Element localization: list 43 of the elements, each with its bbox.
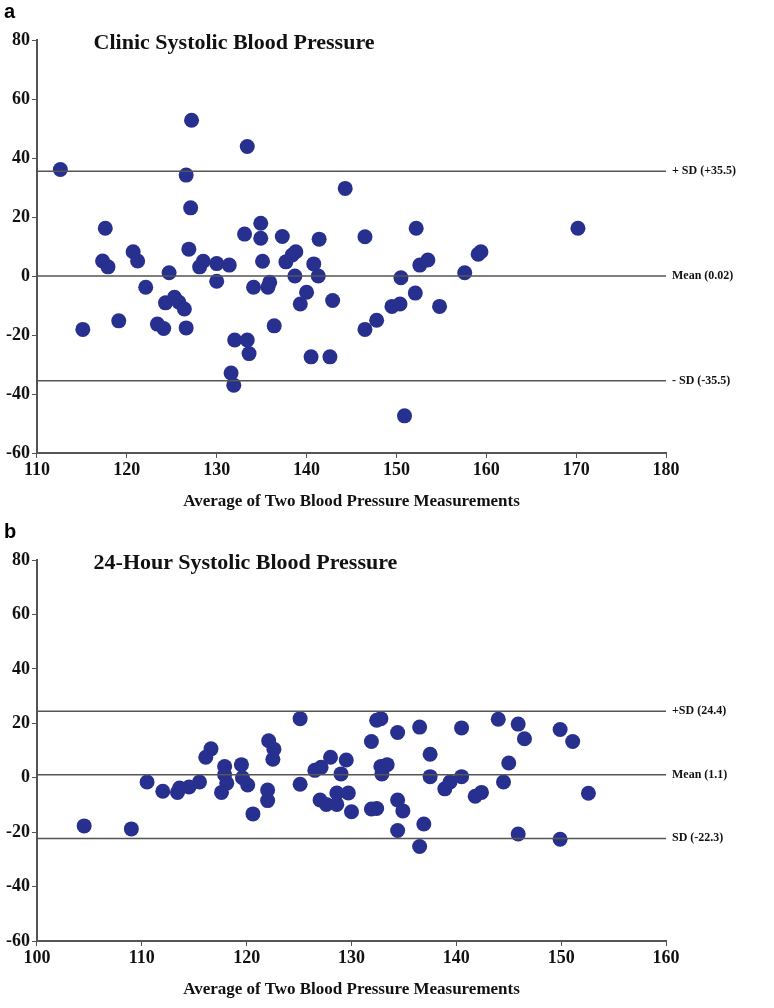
x-tick-label: 140 [293, 459, 321, 480]
text: a [4, 0, 16, 23]
x-tick-label: 120 [113, 459, 141, 480]
y-tick-label: -40 [5, 875, 30, 896]
x-tick-label: 170 [562, 459, 590, 480]
y-tick-label: 60 [11, 603, 30, 624]
y-tick-label: 20 [11, 711, 30, 732]
chart-title: Clinic Systolic Blood Pressure [93, 28, 375, 54]
x-tick-label: 100 [23, 947, 51, 968]
text: b [4, 520, 17, 543]
x-tick-label: 150 [382, 459, 410, 480]
y-tick-label: 40 [11, 146, 30, 167]
y-tick-label: 80 [11, 548, 30, 569]
y-tick-label: -20 [5, 820, 30, 841]
y-tick-label: -60 [5, 441, 30, 462]
y-tick-label: 60 [11, 87, 30, 108]
x-tick-label: 110 [23, 459, 50, 480]
x-axis-title: Average of Two Blood Pressure Measurements [183, 491, 521, 511]
ref-line-label: Mean (1.1) [672, 766, 728, 781]
x-tick-label: 160 [652, 947, 680, 968]
ref-line-label: +SD (24.4) [672, 703, 727, 718]
y-tick-label: -40 [5, 382, 30, 403]
ref-line-label: + SD (+35.5) [672, 163, 737, 178]
ref-line-label: Mean (0.02) [672, 268, 734, 283]
y-tick-label: 40 [11, 657, 30, 678]
x-tick-label: 140 [442, 947, 470, 968]
x-tick-label: 130 [203, 459, 231, 480]
x-tick-label: 150 [547, 947, 575, 968]
y-tick-label: 80 [11, 28, 30, 49]
y-tick-label: -20 [5, 323, 30, 344]
y-tick-label: -60 [5, 929, 30, 950]
ref-line-label: - SD (-35.5) [672, 372, 731, 387]
y-tick-label: 0 [20, 264, 30, 285]
x-tick-label: 110 [128, 947, 155, 968]
ref-line-label: SD (-22.3) [672, 830, 724, 845]
y-tick-label: 0 [20, 766, 30, 787]
x-tick-label: 180 [652, 459, 680, 480]
x-tick-label: 130 [338, 947, 365, 968]
x-tick-label: 160 [472, 459, 500, 480]
chart-title: 24-Hour Systolic Blood Pressure [93, 548, 398, 574]
x-axis-title: Average of Two Blood Pressure Measurements [183, 979, 521, 999]
y-tick-label: 20 [11, 205, 30, 226]
x-tick-label: 120 [233, 947, 261, 968]
